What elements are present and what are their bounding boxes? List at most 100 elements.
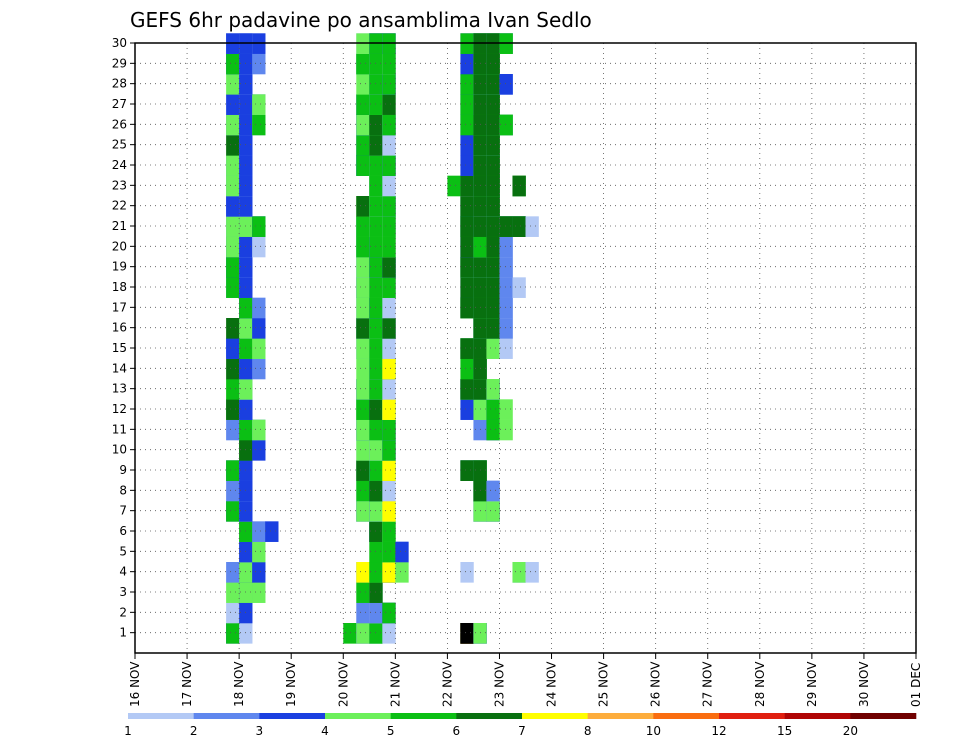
heatmap-cell	[226, 480, 240, 502]
heatmap-cell	[486, 53, 500, 75]
heatmap-cell	[356, 358, 370, 380]
heatmap-cell	[473, 196, 487, 217]
heatmap-cell	[226, 318, 240, 339]
heatmap-cell	[356, 196, 370, 217]
heatmap-cell	[382, 297, 396, 319]
heatmap-cell	[499, 399, 513, 420]
y-tick-label: 23	[112, 178, 127, 192]
heatmap-cell	[252, 440, 266, 461]
heatmap-cell	[252, 297, 266, 319]
heatmap-cell	[512, 216, 526, 237]
heatmap-cell	[486, 318, 500, 339]
colorbar-swatch	[259, 713, 326, 719]
colorbar-swatch	[784, 713, 851, 719]
heatmap-cell	[473, 216, 487, 237]
colorbar-label: 3	[256, 724, 264, 738]
heatmap-cell	[382, 623, 396, 644]
heatmap-cell	[226, 623, 240, 644]
heatmap-cell	[382, 358, 396, 380]
heatmap-cell	[239, 277, 253, 298]
heatmap-cell	[356, 114, 370, 136]
heatmap-cell	[356, 216, 370, 237]
heatmap-cell	[356, 257, 370, 278]
heatmap-cell	[239, 419, 253, 441]
x-tick-label: 28 NOV	[753, 661, 767, 707]
heatmap-cell	[226, 582, 240, 603]
heatmap-cell	[252, 562, 266, 583]
heatmap-cell	[486, 74, 500, 95]
heatmap-cell	[382, 419, 396, 441]
x-tick-label: 29 NOV	[805, 661, 819, 707]
heatmap-cell	[473, 257, 487, 278]
heatmap-cell	[395, 562, 409, 583]
colorbar-label: 6	[453, 724, 461, 738]
x-tick-label: 25 NOV	[597, 661, 611, 707]
x-axis-ticks: 16 NOV 17 NOV 18 NOV 19 NOV 20 NOV 21 NOV 22 N…	[128, 653, 923, 707]
y-tick-label: 17	[112, 300, 127, 314]
heatmap-cell	[239, 53, 253, 75]
heatmap-cell	[356, 582, 370, 603]
heatmap-cell	[499, 277, 513, 298]
heatmap-cell	[356, 419, 370, 441]
y-tick-label: 5	[119, 544, 127, 558]
heatmap-cell	[369, 257, 383, 278]
heatmap-cell	[369, 318, 383, 339]
heatmap-cell	[473, 501, 487, 522]
colorbar-label: 10	[646, 724, 661, 738]
heatmap-cell	[460, 155, 474, 176]
heatmap-cell	[460, 114, 474, 136]
heatmap-cell	[382, 562, 396, 583]
y-tick-label: 20	[112, 239, 127, 253]
heatmap-cell	[252, 114, 266, 136]
heatmap-cell	[460, 53, 474, 75]
heatmap-cell	[382, 175, 396, 197]
heatmap-cell	[473, 175, 487, 197]
heatmap-cell	[369, 74, 383, 95]
heatmap-cell	[369, 53, 383, 75]
heatmap-cell	[473, 114, 487, 136]
heatmap-cell	[356, 277, 370, 298]
x-tick-label: 21 NOV	[388, 661, 402, 707]
heatmap-cell	[460, 297, 474, 319]
heatmap-cell	[369, 602, 383, 624]
colorbar-label: 4	[321, 724, 329, 738]
heatmap-cell	[460, 135, 474, 156]
heatmap-cell	[226, 338, 240, 359]
heatmap-cell	[486, 419, 500, 441]
heatmap-cell	[486, 114, 500, 136]
heatmap-cell	[239, 521, 253, 542]
heatmap-cell	[226, 155, 240, 176]
heatmap-cell	[460, 277, 474, 298]
heatmap-cell	[369, 623, 383, 644]
heatmap-cell	[382, 196, 396, 217]
heatmap-cell	[460, 358, 474, 380]
heatmap-cell	[239, 582, 253, 603]
heatmap-cell	[382, 94, 396, 115]
heatmap-cell	[460, 175, 474, 197]
heatmap-cell	[239, 114, 253, 136]
heatmap-cell	[369, 94, 383, 115]
heatmap-cell	[499, 216, 513, 237]
y-axis-ticks: 1234567891011121314151617181920212223242…	[112, 36, 135, 640]
x-tick-label: 27 NOV	[701, 661, 715, 707]
colorbar-swatch	[456, 713, 523, 719]
heatmap-cell	[369, 399, 383, 420]
heatmap-cell	[369, 155, 383, 176]
heatmap-cell	[226, 257, 240, 278]
y-tick-label: 14	[112, 361, 127, 375]
heatmap-cell	[252, 94, 266, 115]
heatmap-cell	[382, 338, 396, 359]
heatmap-cell	[473, 419, 487, 441]
heatmap-cell	[473, 155, 487, 176]
heatmap-cell	[382, 257, 396, 278]
heatmap-cell	[486, 135, 500, 156]
heatmap-cell	[239, 501, 253, 522]
heatmap-cell	[226, 358, 240, 380]
colorbar-swatch	[128, 713, 194, 719]
heatmap-cell	[460, 74, 474, 95]
x-tick-label: 24 NOV	[545, 661, 559, 707]
colorbar-label: 2	[190, 724, 198, 738]
y-tick-label: 16	[112, 321, 127, 335]
y-tick-label: 7	[119, 504, 127, 518]
heatmap-cell	[356, 135, 370, 156]
